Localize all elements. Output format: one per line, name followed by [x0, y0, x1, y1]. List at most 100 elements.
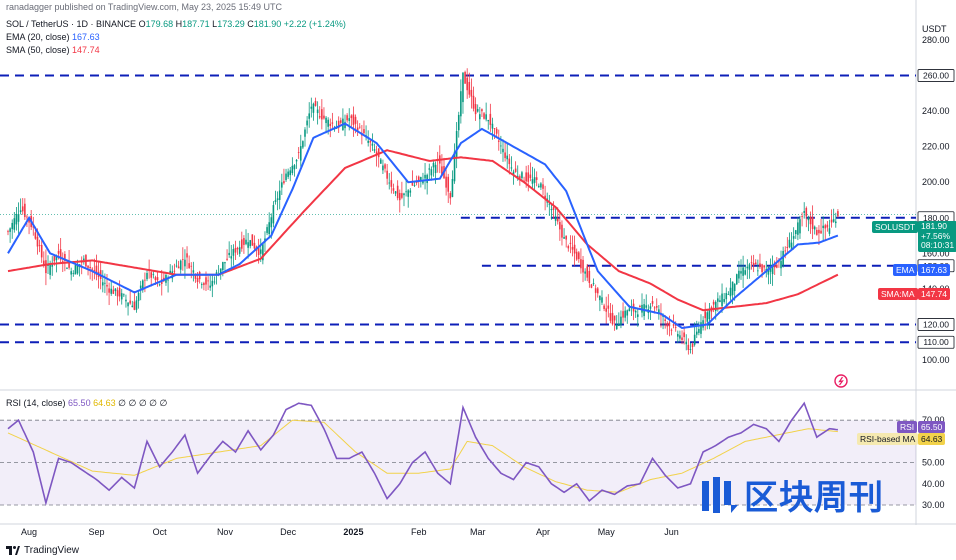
symbol-price-tag: SOLUSDT	[872, 221, 919, 233]
candle-body	[179, 260, 182, 270]
candle-body	[64, 254, 66, 261]
candle-body	[15, 213, 18, 225]
candle-body	[356, 127, 359, 132]
sma-axis-tag-label: SMA:MA	[878, 288, 918, 300]
candle-body	[283, 181, 285, 184]
candle-body	[424, 174, 426, 179]
candle-body	[426, 174, 428, 184]
publisher-line: ranadagger published on TradingView.com,…	[6, 2, 283, 12]
sma-legend[interactable]: SMA (50, close) 147.74	[6, 45, 100, 55]
candle-body	[809, 216, 812, 225]
candle-body	[626, 310, 629, 316]
candle-body	[476, 108, 479, 112]
candle-body	[28, 219, 30, 223]
candle-body	[120, 293, 123, 300]
candle-body	[594, 288, 597, 293]
candle-body	[34, 232, 37, 239]
candle-body	[87, 265, 89, 268]
candle-body	[57, 251, 60, 254]
candle-body	[624, 310, 626, 318]
candle-body	[207, 280, 209, 282]
footer-brand[interactable]: TradingView	[6, 545, 79, 556]
candle-body	[506, 155, 509, 160]
candle-body	[447, 176, 450, 192]
candle-body	[512, 171, 515, 175]
candle-body	[146, 273, 148, 280]
candle-body	[704, 311, 706, 319]
rsi-legend[interactable]: RSI (14, close) 65.50 64.63 ∅ ∅ ∅ ∅ ∅	[6, 398, 167, 409]
candle-body	[754, 262, 757, 265]
candle-body	[702, 320, 704, 328]
candle-body	[302, 141, 304, 148]
candle-body	[453, 151, 456, 182]
candle-body	[228, 252, 230, 256]
candle-body	[776, 264, 778, 268]
candle-body	[266, 227, 268, 233]
candle-body	[262, 244, 264, 261]
candle-body	[497, 140, 500, 142]
candle-body	[464, 71, 466, 84]
candle-body	[66, 268, 68, 269]
rsi-line	[7, 401, 838, 507]
ema-legend[interactable]: EMA (20, close) 167.63	[6, 32, 100, 42]
candle-body	[74, 265, 77, 275]
candle-body	[479, 114, 481, 120]
symbol-pair[interactable]: SOL / TetherUS · 1D · BINANCE	[6, 19, 137, 29]
candle-body	[666, 323, 669, 327]
level-tag-label: 260.00	[923, 71, 949, 81]
candle-body	[759, 263, 761, 268]
candle-body	[310, 106, 313, 109]
rsi-ma-line	[7, 419, 838, 493]
candle-body	[771, 266, 774, 275]
candle-body	[184, 259, 186, 267]
x-tick-label: Sep	[88, 527, 104, 537]
candle-body	[36, 236, 39, 247]
sma-axis-tag: 147.74	[918, 288, 950, 300]
candle-body	[681, 337, 683, 341]
candle-body	[346, 115, 348, 121]
candle-body	[401, 193, 403, 198]
candle-body	[830, 219, 833, 223]
x-tick-label: Dec	[280, 527, 297, 537]
candle-body	[9, 228, 11, 232]
candle-body	[316, 109, 319, 114]
candle-body	[628, 308, 631, 312]
watermark-text: 区块周刊	[744, 478, 884, 518]
candle-body	[83, 258, 85, 261]
ema-axis-tag-label: EMA	[893, 264, 918, 276]
candle-body	[483, 113, 485, 119]
candle-body	[769, 267, 772, 272]
tradingview-logo-icon	[6, 546, 20, 555]
candle-body	[569, 242, 572, 244]
candle-body	[304, 129, 306, 137]
candle-body	[327, 119, 329, 127]
candle-body	[780, 260, 782, 269]
candle-body	[344, 121, 346, 129]
candle-body	[527, 172, 530, 182]
candle-body	[824, 225, 827, 229]
candle-body	[318, 116, 321, 118]
candle-body	[281, 182, 283, 188]
candle-body	[601, 297, 603, 303]
last-price: 181.90	[921, 221, 947, 231]
candle-body	[150, 272, 153, 278]
candle-body	[186, 253, 188, 258]
candle-body	[268, 222, 270, 235]
candle-body	[746, 266, 749, 269]
candle-body	[24, 203, 26, 218]
candle-body	[358, 126, 361, 128]
candle-body	[578, 252, 580, 260]
candle-body	[573, 244, 576, 254]
candle-body	[462, 72, 464, 103]
candle-body	[651, 301, 654, 304]
candle-body	[590, 284, 593, 288]
candle-body	[561, 224, 563, 238]
candle-body	[93, 269, 96, 271]
candle-body	[735, 274, 738, 285]
candle-body	[813, 226, 816, 230]
candle-body	[554, 216, 557, 221]
candle-body	[43, 260, 45, 267]
candle-body	[451, 178, 454, 197]
candle-body	[733, 283, 736, 292]
